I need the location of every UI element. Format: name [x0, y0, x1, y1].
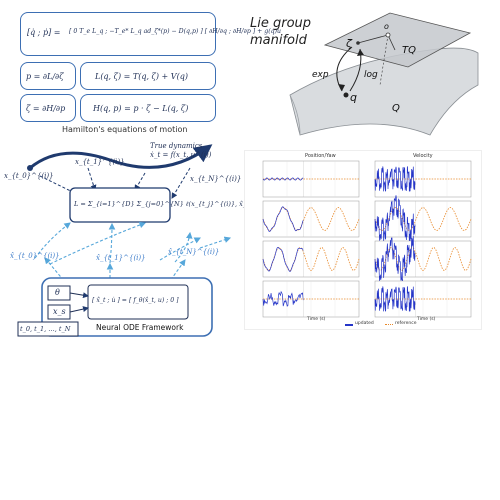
hamilton-equation-box: [q̇ ; ṗ] = [ 0 T_e L_q ; −T_e* L_q ad_ζ*… [20, 12, 281, 56]
updated-line [262, 290, 304, 307]
reference-line [262, 207, 360, 231]
hamilton-matrix-body: [ 0 T_e L_q ; −T_e* L_q ad_ζ*(p) − D(q,p… [69, 28, 282, 35]
plots-panel: Position/Yaw Velocity Time (s) Time (s) … [244, 150, 482, 330]
label-log: log [364, 70, 378, 80]
times-label: t_0, t_1, …, t_N [20, 325, 71, 333]
updated-line [374, 165, 416, 192]
x-tN-label: x_{t_N}^{(i)} [190, 175, 242, 183]
xlabel-left: Time (s) [307, 317, 326, 322]
lie-group-title: Lie group manifold [250, 16, 312, 48]
times-input-box [17, 321, 79, 337]
reference-line [374, 247, 472, 271]
eq-lagrangian: L(q, ζ) = T(q, ζ) + V(q) [95, 72, 188, 81]
ode-equation: [ x̂̇_t ; u̇ ] = [ f_θ(x̂_t, u) ; 0 ] [92, 297, 179, 304]
xlabel-right: Time (s) [417, 317, 436, 322]
xhat-tN-label: x̂_{t_N}^{(i)} [168, 248, 220, 256]
eq-hamiltonian: H(q, p) = p · ζ − L(q, ζ) [93, 104, 189, 113]
eq-p: p = ∂L/∂ζ [26, 72, 64, 81]
framework-label: Neural ODE Framework [96, 323, 184, 332]
updated-line [262, 177, 304, 181]
legend-reference-swatch [385, 324, 393, 325]
col2-title: Velocity [413, 153, 433, 159]
true-dynamics-label: True dynamics ẋ_t = f(x_t, u^(i)) [150, 142, 212, 159]
eq-zeta: ζ = ∂H/∂p [26, 104, 66, 113]
lie-manifold-diagram: ζ o TQ exp log q Q [289, 12, 479, 136]
legend-updated-swatch [345, 324, 353, 326]
x-t1-label: x_{t_1}^{(i)} [75, 158, 125, 166]
lagrangian-box: L(q, ζ) = T(q, ζ) + V(q) [80, 62, 216, 90]
legend-updated: updated [355, 321, 374, 326]
zeta-box: ζ = ∂H/∂p [20, 94, 76, 122]
label-Q: Q [392, 103, 400, 114]
label-q: q [350, 91, 357, 104]
reference-line [374, 207, 472, 231]
ode-equation-box [87, 284, 189, 320]
col1-title: Position/Yaw [305, 153, 336, 159]
label-zeta: ζ [345, 37, 353, 50]
plots-grid [262, 160, 472, 318]
lagrange-p-box: p = ∂L/∂ζ [20, 62, 76, 90]
xhat-t0-label: x̂_{t_0}^{(i)} [10, 252, 60, 260]
loss-equation: L = Σ_{i=1}^{D} Σ_{j=0}^{N} ℓ(x_{t_j}^{(… [74, 200, 286, 208]
reference-line [262, 247, 360, 271]
hamiltonian-box: H(q, p) = p · ζ − L(q, ζ) [80, 94, 216, 122]
point-o [385, 32, 391, 38]
label-exp: exp [312, 70, 329, 80]
x-t0-label: x_{t_0}^{(i)} [4, 172, 54, 180]
true-dynamics-curve [29, 144, 213, 170]
hamilton-caption: Hamilton's equations of motion [62, 125, 188, 134]
manifold-surface [289, 47, 479, 136]
neural-ode-diagram [17, 144, 232, 337]
updated-line [374, 285, 416, 312]
xs-label: x_s [53, 307, 66, 316]
updated-line [262, 206, 304, 232]
xhat-t1-label: x̂_{t_1}^{(i)} [96, 254, 146, 262]
updated-line [374, 195, 416, 244]
point-q [343, 92, 349, 98]
loss-box [69, 187, 171, 223]
point-zeta [356, 41, 360, 45]
updated-line [262, 247, 304, 272]
legend-reference: reference [395, 321, 417, 326]
updated-line [374, 235, 416, 282]
hamilton-matrix-lhs: [q̇ ; ṗ] = [27, 28, 61, 37]
theta-label: θ [55, 288, 60, 297]
label-o: o [384, 22, 389, 31]
label-TQ: TQ [402, 45, 416, 56]
